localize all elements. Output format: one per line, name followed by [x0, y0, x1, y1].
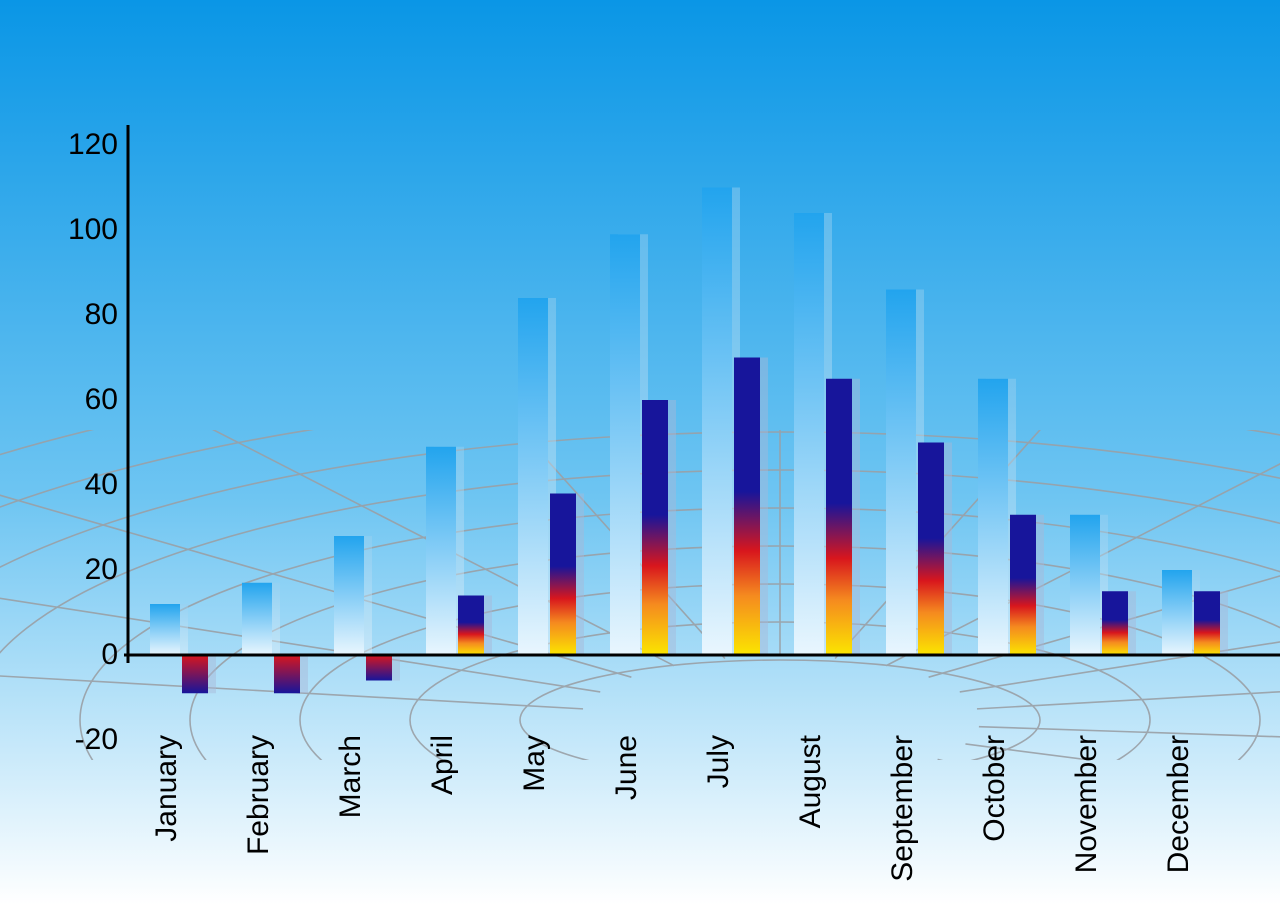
secondary-bar [182, 655, 208, 693]
x-tick-label: January [150, 735, 184, 842]
primary-bar [978, 379, 1008, 655]
x-tick-label: September [886, 735, 920, 882]
y-tick-label: -20 [75, 723, 118, 757]
x-tick-label: August [794, 735, 828, 828]
secondary-bar [826, 379, 852, 655]
primary-bar [702, 188, 732, 656]
secondary-bar [642, 400, 668, 655]
y-tick-label: 0 [101, 638, 118, 672]
primary-bar [1070, 515, 1100, 655]
secondary-bar [1102, 591, 1128, 655]
y-tick-label: 40 [85, 468, 118, 502]
x-tick-label: March [334, 735, 368, 818]
x-tick-label: December [1162, 735, 1196, 873]
secondary-bar [918, 443, 944, 656]
primary-bar [518, 298, 548, 655]
secondary-bar [366, 655, 392, 681]
secondary-bar [1010, 515, 1036, 655]
chart-stage: -20 0 20 40 60 80 100 120 January February March Ap… [0, 0, 1280, 905]
secondary-bar [734, 358, 760, 656]
x-tick-label: July [702, 735, 736, 788]
x-tick-label: February [242, 735, 276, 855]
primary-bar [794, 213, 824, 655]
bars-layer [150, 188, 1220, 694]
bars-shadow-layer [158, 188, 1228, 694]
y-tick-label: 100 [68, 213, 118, 247]
x-tick-label: November [1070, 735, 1104, 873]
secondary-bar [274, 655, 300, 693]
primary-bar [610, 234, 640, 655]
x-tick-label: May [518, 735, 552, 792]
secondary-bar [458, 596, 484, 656]
x-tick-label: October [978, 735, 1012, 842]
primary-bar [150, 604, 180, 655]
y-tick-label: 60 [85, 383, 118, 417]
y-tick-label: 20 [85, 553, 118, 587]
secondary-bar [550, 494, 576, 656]
y-tick-label: 80 [85, 298, 118, 332]
primary-bar [886, 290, 916, 656]
secondary-bar [1194, 591, 1220, 655]
primary-bar [334, 536, 364, 655]
x-tick-label: April [426, 735, 460, 795]
primary-bar [1162, 570, 1192, 655]
primary-bar [426, 447, 456, 655]
y-tick-label: 120 [68, 128, 118, 162]
x-tick-label: June [610, 735, 644, 800]
primary-bar [242, 583, 272, 655]
